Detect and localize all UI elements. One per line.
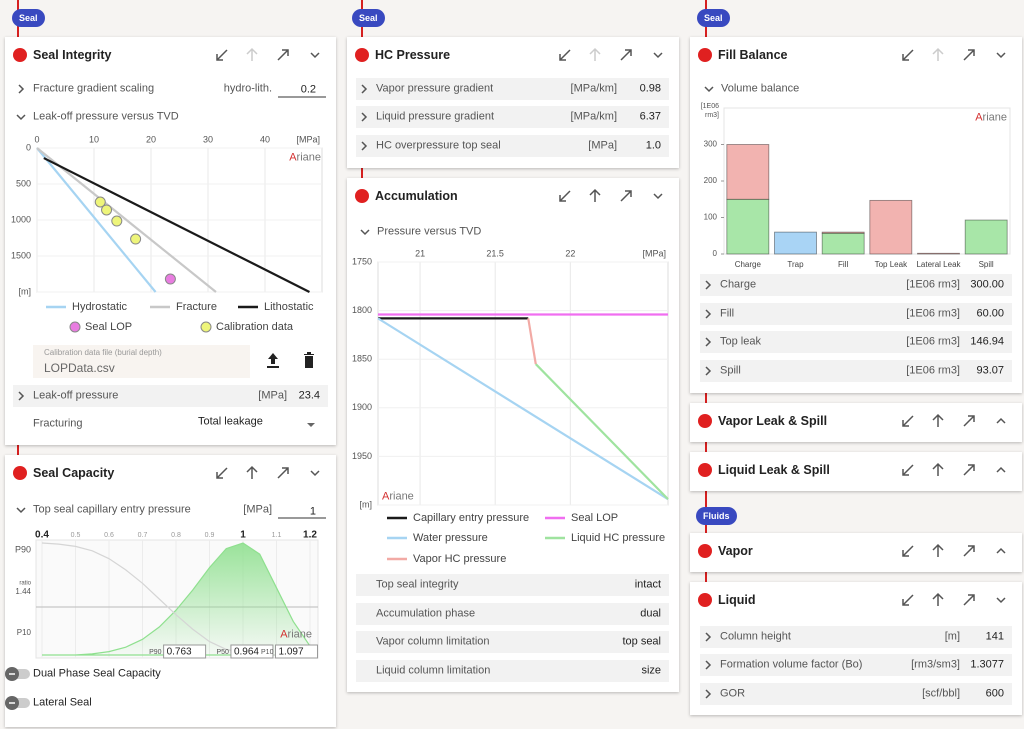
- row-unit: [MPa/km]: [570, 110, 617, 123]
- row-label: Accumulation phase: [376, 607, 476, 620]
- card-title: Liquid Leak & Spill: [718, 462, 830, 477]
- card-title: HC Pressure: [375, 47, 451, 62]
- label: Pressure versus TVD: [377, 225, 482, 238]
- card-title: Accumulation: [375, 188, 458, 203]
- badge: Seal: [352, 9, 385, 27]
- row-value: 600: [985, 687, 1004, 700]
- row-value: intact: [634, 578, 661, 591]
- card-title: Vapor Leak & Spill: [718, 413, 828, 428]
- row: [700, 626, 1012, 648]
- row: [700, 683, 1012, 705]
- row: [700, 303, 1012, 325]
- row-label: Column height: [720, 630, 791, 643]
- row-value: 0.98: [639, 82, 661, 95]
- badge: Seal: [12, 9, 45, 27]
- row-label: Leak-off pressure: [33, 389, 119, 402]
- label: 0.2: [300, 83, 316, 96]
- row-unit: [1E06 rm3]: [906, 335, 960, 348]
- row: [356, 135, 669, 157]
- row-label: GOR: [720, 687, 746, 700]
- row-value: top seal: [622, 635, 661, 648]
- toggle-label: Lateral Seal: [33, 696, 92, 709]
- label: Calibration data file (burial depth): [44, 348, 162, 357]
- label: Volume balance: [721, 82, 800, 95]
- row-label: Spill: [720, 364, 741, 377]
- row: [356, 106, 669, 128]
- row-value: size: [641, 664, 661, 677]
- label: 1: [309, 505, 316, 518]
- row-value: 146.94: [970, 335, 1004, 348]
- row: [356, 660, 669, 682]
- row-label: HC overpressure top seal: [376, 139, 501, 152]
- badge: Fluids: [696, 507, 737, 525]
- row: [700, 331, 1012, 353]
- row: [356, 78, 669, 100]
- card-title: Fill Balance: [718, 47, 788, 62]
- label: Fracture gradient scaling: [33, 82, 155, 95]
- annotation: Ariane: [382, 490, 414, 503]
- row-unit: [MPa/km]: [570, 82, 617, 95]
- label: Total leakage: [198, 415, 263, 428]
- card-title: Vapor: [718, 543, 753, 558]
- card-title: Seal Integrity: [33, 47, 112, 62]
- row-value: 23.4: [298, 389, 320, 402]
- card-title: Liquid: [718, 592, 756, 607]
- row-value: 141: [985, 630, 1004, 643]
- row-unit: [scf/bbl]: [922, 687, 960, 700]
- row-unit: [m]: [944, 630, 960, 643]
- label: Fracturing: [33, 417, 83, 430]
- card: [5, 37, 336, 445]
- row-unit: [1E06 rm3]: [906, 364, 960, 377]
- row-unit: [MPa]: [588, 139, 617, 152]
- badge: Seal: [697, 9, 730, 27]
- row-value: 6.37: [639, 110, 661, 123]
- annotation: Ariane: [975, 111, 1007, 124]
- row: [356, 574, 669, 596]
- row-unit: [1E06 rm3]: [906, 307, 960, 320]
- row-label: Formation volume factor (Bo): [720, 658, 863, 671]
- row-label: Fill: [720, 307, 735, 320]
- annotation: Ariane: [289, 151, 321, 164]
- label: LOPData.csv: [44, 361, 115, 375]
- row-value: 300.00: [970, 278, 1004, 291]
- card: [5, 455, 336, 727]
- row: [700, 360, 1012, 382]
- toggle-label: Dual Phase Seal Capacity: [33, 667, 161, 680]
- row-value: 1.3077: [970, 658, 1004, 671]
- row-label: Vapor column limitation: [376, 635, 490, 648]
- row: [356, 603, 669, 625]
- annotation: Ariane: [280, 628, 312, 641]
- label: hydro-lith.: [223, 82, 272, 95]
- file-box: [33, 345, 250, 378]
- row-value: 93.07: [976, 364, 1004, 377]
- row: [700, 274, 1012, 296]
- label: Leak-off pressure versus TVD: [33, 110, 179, 123]
- row-value: dual: [640, 607, 661, 620]
- row-value: 1.0: [645, 139, 661, 152]
- row-value: 60.00: [976, 307, 1004, 320]
- row-label: Top seal integrity: [376, 578, 459, 591]
- card-title: Seal Capacity: [33, 465, 115, 480]
- row-unit: [rm3/sm3]: [911, 658, 960, 671]
- row: [356, 631, 669, 653]
- row: [700, 654, 1012, 676]
- row-label: Top leak: [720, 335, 761, 348]
- row-label: Vapor pressure gradient: [376, 82, 494, 95]
- label: Top seal capillary entry pressure: [33, 503, 191, 516]
- label: [MPa]: [243, 503, 272, 516]
- row-label: Liquid pressure gradient: [376, 110, 495, 123]
- row-label: Charge: [720, 278, 757, 291]
- row-unit: [MPa]: [258, 389, 287, 402]
- row: [13, 385, 328, 407]
- row-unit: [1E06 rm3]: [906, 278, 960, 291]
- row-label: Liquid column limitation: [376, 664, 491, 677]
